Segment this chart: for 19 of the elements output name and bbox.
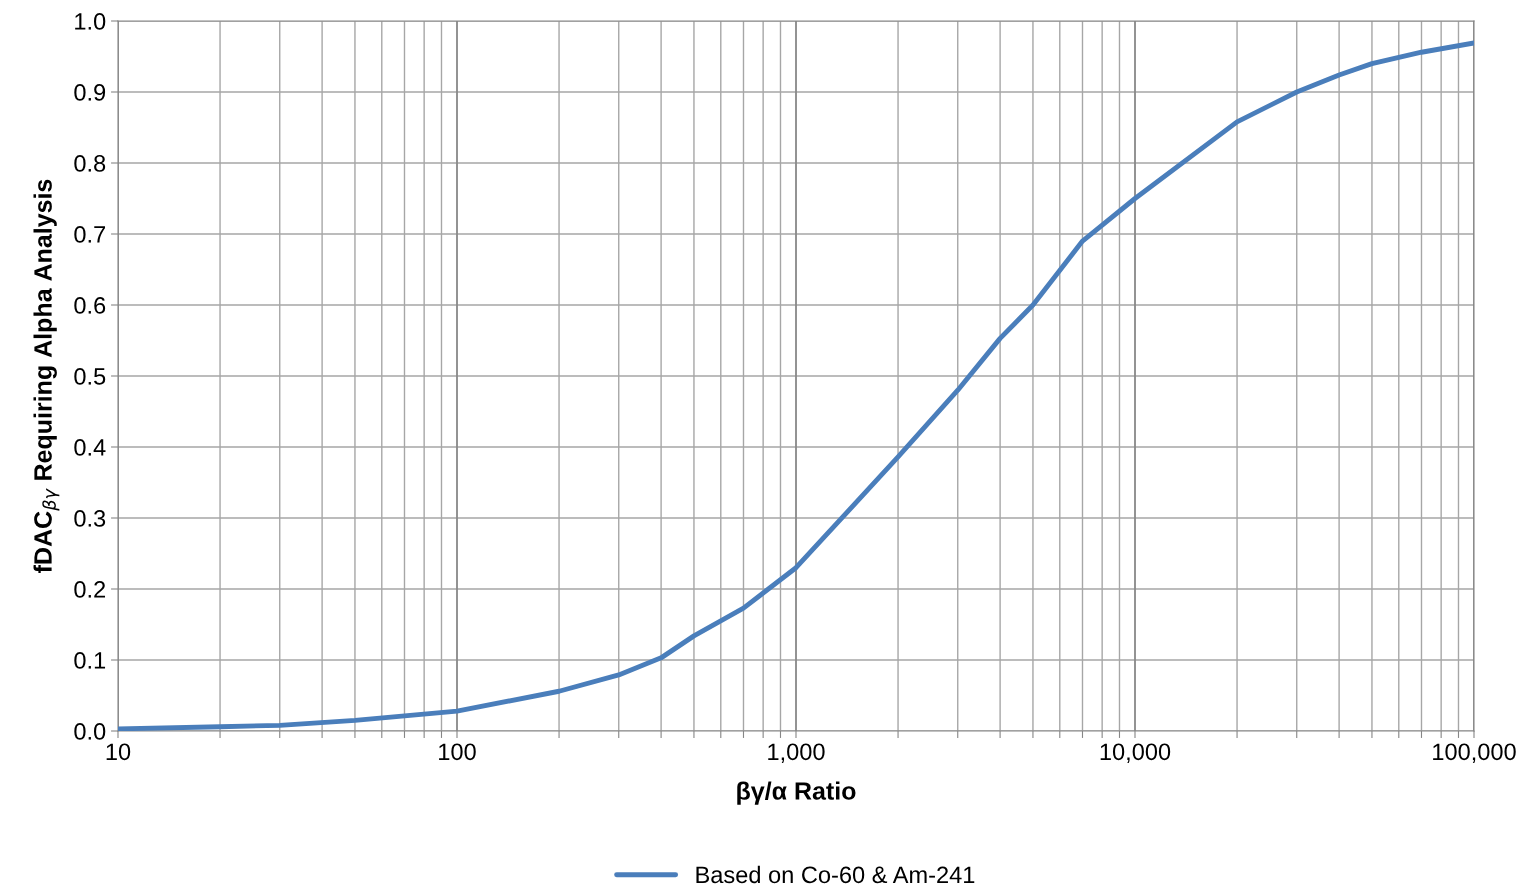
- x-tick-label: 100: [439, 743, 476, 761]
- y-tick-label: 0.2: [74, 581, 106, 598]
- x-tick-label: 100,000: [1433, 743, 1516, 763]
- y-tick-label: 1.0: [75, 13, 106, 30]
- y-tick-label: 0.1: [74, 652, 106, 669]
- y-tick-label: 0.3: [74, 510, 106, 527]
- y-tick-label: 0.9: [74, 84, 106, 101]
- x-axis-title: βγ/α Ratio: [737, 781, 856, 805]
- y-tick-label: 0.8: [74, 155, 106, 172]
- y-tick-label: 0.6: [74, 297, 106, 314]
- y-tick-label: 0.7: [74, 226, 106, 243]
- legend-label: Based on Co-60 & Am-241: [696, 865, 975, 884]
- x-tick-label: 1,000: [768, 743, 825, 763]
- y-tick-label: 0.0: [74, 723, 106, 740]
- x-tick-label: 10,000: [1100, 743, 1171, 763]
- y-axis-title: fDAC$_{βγ}$ Requiring Alpha Analysis: [33, 179, 60, 573]
- y-tick-label: 0.5: [74, 368, 106, 385]
- y-tick-label: 0.4: [74, 439, 106, 456]
- x-tick-label: 10: [106, 743, 131, 761]
